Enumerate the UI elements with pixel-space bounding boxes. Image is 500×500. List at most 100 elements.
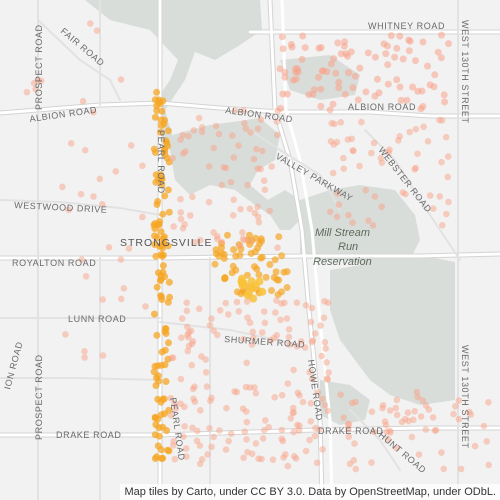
- density-dot: [181, 423, 188, 430]
- density-dot: [429, 205, 437, 212]
- density-dot: [319, 446, 326, 453]
- density-dot: [242, 125, 250, 132]
- density-dot: [260, 177, 268, 184]
- density-dot: [233, 288, 241, 296]
- density-dot: [158, 455, 165, 462]
- density-dot: [321, 339, 329, 346]
- density-dot: [317, 322, 324, 329]
- density-dot: [295, 427, 303, 434]
- road-fair: [37, 19, 121, 101]
- density-dot: [345, 433, 353, 441]
- density-dot: [224, 231, 231, 239]
- density-dot: [244, 289, 253, 298]
- density-dot: [247, 250, 255, 257]
- density-dot: [411, 408, 419, 415]
- density-dot: [313, 459, 321, 467]
- density-dot: [440, 465, 448, 473]
- density-dot: [204, 451, 211, 458]
- density-dot: [93, 27, 101, 34]
- density-dot: [286, 341, 293, 348]
- density-dot: [158, 107, 166, 115]
- density-dot: [243, 359, 250, 367]
- density-dot: [247, 129, 254, 136]
- density-dot: [384, 435, 392, 443]
- density-dot: [105, 244, 113, 251]
- density-dot: [432, 426, 440, 434]
- density-dot: [266, 261, 274, 268]
- density-dot: [274, 244, 281, 251]
- density-dot: [87, 20, 94, 27]
- density-dot: [308, 304, 316, 312]
- density-dot: [156, 100, 164, 108]
- density-dot: [99, 201, 106, 208]
- density-dot: [187, 212, 194, 219]
- density-dot: [188, 361, 196, 369]
- density-dot: [117, 295, 125, 303]
- density-dot: [316, 426, 323, 434]
- density-dot: [165, 208, 173, 216]
- density-dot: [81, 354, 88, 361]
- density-dot: [236, 242, 244, 249]
- road-misc-1: [0, 377, 161, 381]
- density-dot: [65, 206, 72, 214]
- density-dot: [377, 154, 385, 162]
- density-dot: [257, 165, 264, 173]
- density-dot: [322, 345, 329, 352]
- density-dot: [30, 79, 38, 87]
- density-dot: [195, 114, 203, 122]
- density-dot: [151, 232, 159, 240]
- density-dot: [306, 368, 313, 376]
- density-dot: [436, 193, 444, 200]
- density-dot: [349, 219, 356, 226]
- density-dot: [368, 149, 375, 157]
- density-dot: [318, 352, 326, 360]
- density-dot: [210, 144, 218, 152]
- density-dot: [255, 455, 262, 463]
- density-dot: [440, 91, 448, 99]
- label-strongsville: STRONGSVILLE: [120, 237, 213, 249]
- density-dot: [438, 117, 446, 124]
- density-dot: [227, 430, 235, 438]
- density-dot: [349, 84, 357, 92]
- density-dot: [82, 273, 90, 280]
- label-lunn-road: LUNN ROAD: [68, 314, 126, 324]
- density-dot: [227, 178, 235, 186]
- density-dot: [324, 299, 332, 307]
- density-dot: [178, 334, 185, 342]
- density-dot: [23, 88, 31, 96]
- density-dot: [323, 359, 330, 366]
- density-dot: [212, 122, 220, 130]
- density-dot: [318, 67, 326, 75]
- density-dot: [278, 33, 286, 41]
- density-dot: [177, 215, 185, 223]
- density-dot: [445, 198, 452, 206]
- density-dot: [424, 138, 432, 145]
- density-dot: [171, 400, 178, 407]
- density-dot: [90, 109, 97, 116]
- density-dot: [455, 415, 463, 423]
- density-dot: [412, 164, 419, 172]
- density-dot: [266, 207, 274, 215]
- density-dot: [220, 164, 228, 171]
- density-dot: [210, 433, 217, 441]
- density-dot: [340, 165, 348, 172]
- density-dot: [450, 410, 457, 418]
- density-dot: [154, 395, 162, 403]
- density-dot: [307, 418, 315, 425]
- density-dot: [185, 132, 192, 140]
- road-royalton: [0, 252, 500, 260]
- density-dot: [429, 414, 437, 421]
- density-dot: [222, 299, 229, 307]
- park-mill-stream: [300, 185, 420, 270]
- density-dot: [290, 366, 297, 374]
- density-dot: [275, 276, 283, 284]
- density-dot: [212, 246, 220, 254]
- density-dot: [210, 327, 217, 335]
- label-prospect-road-south: PROSPECT ROAD: [34, 354, 44, 440]
- density-dot: [324, 376, 331, 383]
- density-dot: [391, 53, 399, 61]
- density-dot: [161, 145, 168, 153]
- density-dot: [153, 88, 161, 96]
